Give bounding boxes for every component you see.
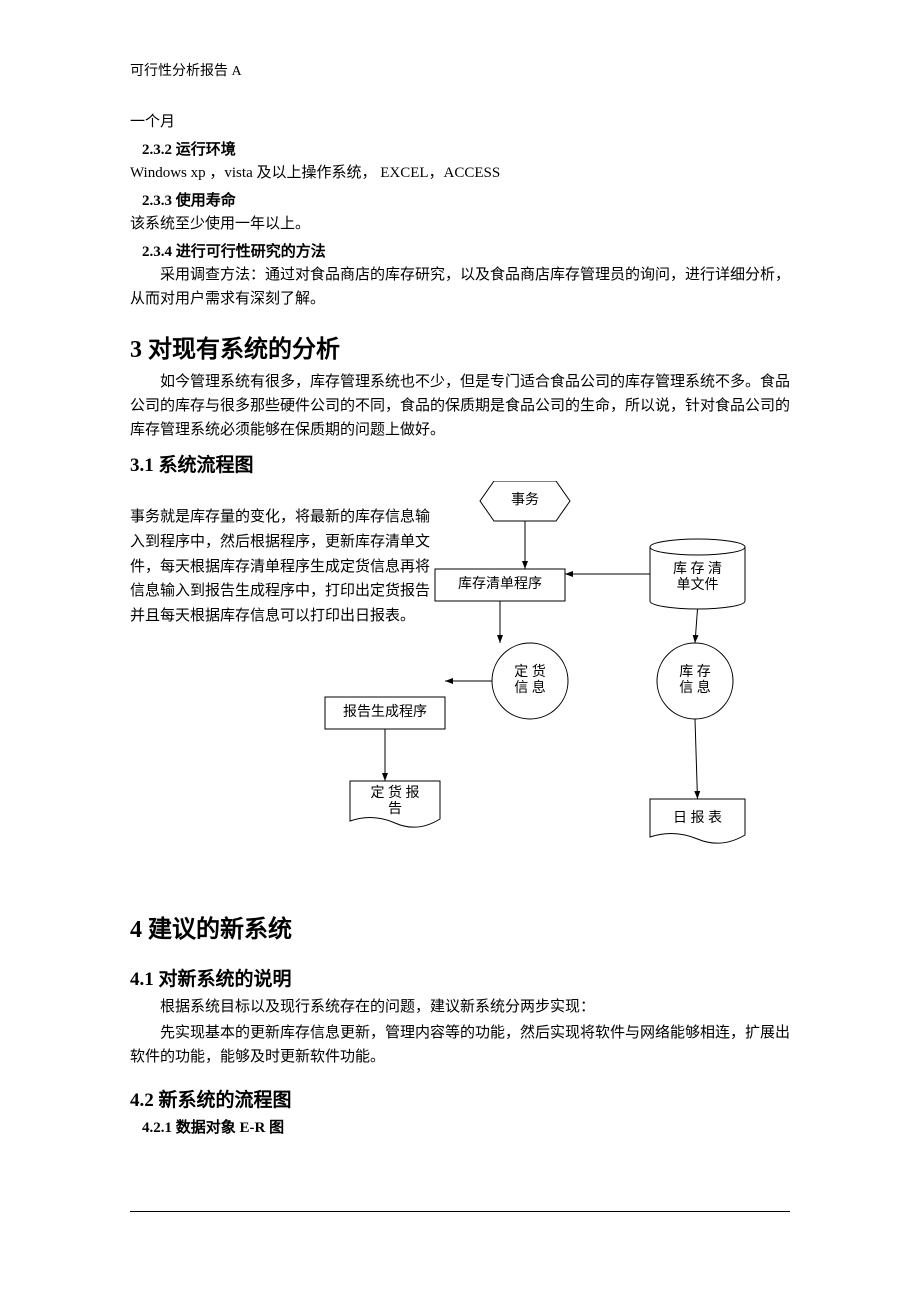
body-234-text: 采用调查方法：通过对食品商店的库存研究，以及食品商店库存管理员的询问，进行详细分… (130, 267, 790, 307)
body-41a: 根据系统目标以及现行系统存在的问题，建议新系统分两步实现： (130, 995, 790, 1019)
svg-text:库 存 清: 库 存 清 (673, 561, 722, 577)
svg-text:库存清单程序: 库存清单程序 (458, 576, 542, 592)
svg-text:定 货: 定 货 (514, 663, 546, 680)
heading-3: 3 对现有系统的分析 (130, 329, 790, 364)
heading-232: 2.3.2 运行环境 (142, 138, 790, 159)
svg-text:告: 告 (388, 801, 402, 817)
heading-233: 2.3.3 使用寿命 (142, 189, 790, 210)
body-234: 采用调查方法：通过对食品商店的库存研究，以及食品商店库存管理员的询问，进行详细分… (130, 263, 790, 311)
body-3: 如今管理系统有很多，库存管理系统也不少，但是专门适合食品公司的库存管理系统不多。… (130, 370, 790, 442)
svg-text:定 货 报: 定 货 报 (371, 784, 420, 801)
heading-42: 4.2 新系统的流程图 (130, 1085, 790, 1112)
heading-4: 4 建议的新系统 (130, 909, 790, 944)
body-41b: 先实现基本的更新库存信息更新，管理内容等的功能，然后实现将软件与网络能够相连，扩… (130, 1021, 790, 1069)
body-232: Windows xp ，vista 及以上操作系统， EXCEL，ACCESS (130, 161, 790, 185)
body-3-text: 如今管理系统有很多，库存管理系统也不少，但是专门适合食品公司的库存管理系统不多。… (130, 374, 790, 438)
body-233: 该系统至少使用一年以上。 (130, 212, 790, 236)
heading-421: 4.2.1 数据对象 E-R 图 (142, 1116, 790, 1137)
body-41a-text: 根据系统目标以及现行系统存在的问题，建议新系统分两步实现： (160, 999, 595, 1015)
svg-text:信 息: 信 息 (514, 679, 546, 696)
footer-rule (130, 1211, 790, 1212)
body-41b-text: 先实现基本的更新库存信息更新，管理内容等的功能，然后实现将软件与网络能够相连，扩… (130, 1025, 790, 1065)
system-flowchart: 事务库存清单程序库 存 清单文件定 货信 息库 存信 息报告生成程序定 货 报告… (130, 481, 790, 881)
svg-text:事务: 事务 (511, 492, 539, 508)
svg-text:日 报 表: 日 报 表 (673, 810, 722, 826)
svg-text:单文件: 单文件 (677, 577, 719, 593)
flowchart-area: 事务就是库存量的变化，将最新的库存信息输入到程序中，然后根据程序，更新库存清单文… (130, 481, 790, 891)
heading-41: 4.1 对新系统的说明 (130, 964, 790, 991)
heading-234: 2.3.4 进行可行性研究的方法 (142, 240, 790, 261)
svg-text:库 存: 库 存 (679, 664, 711, 680)
svg-text:报告生成程序: 报告生成程序 (343, 704, 427, 720)
prev-line: 一个月 (130, 110, 790, 134)
heading-31: 3.1 系统流程图 (130, 450, 790, 477)
page-header: 可行性分析报告 A (130, 60, 790, 80)
document-page: 可行性分析报告 A 一个月 2.3.2 运行环境 Windows xp ，vis… (0, 0, 920, 1302)
svg-text:信 息: 信 息 (679, 679, 711, 696)
